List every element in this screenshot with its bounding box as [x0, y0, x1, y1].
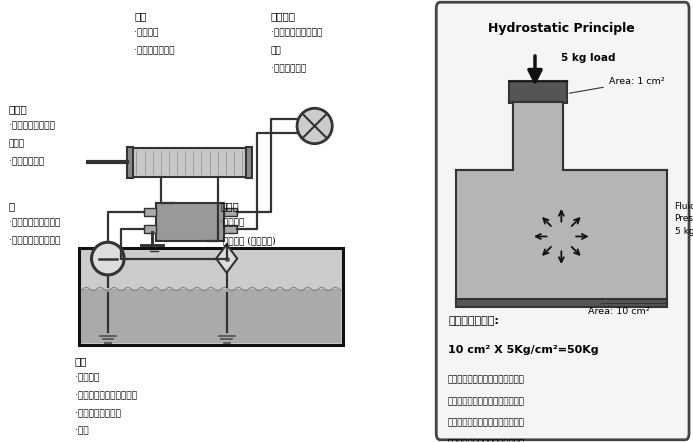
Text: ·转换液压能固线性: ·转换液压能固线性 — [9, 122, 55, 130]
Text: Area: 10 cm²: Area: 10 cm² — [588, 307, 649, 316]
Text: 10 cm² X 5Kg/cm²=50Kg: 10 cm² X 5Kg/cm²=50Kg — [448, 345, 599, 355]
Text: 帕斯卡定律：当压力被施加在一个: 帕斯卡定律：当压力被施加在一个 — [448, 376, 525, 385]
Text: ·液压能转换成旋转机: ·液压能转换成旋转机 — [271, 29, 322, 38]
FancyBboxPatch shape — [456, 299, 667, 307]
Text: 过滤器: 过滤器 — [220, 201, 239, 211]
Text: ·散热: ·散热 — [75, 427, 89, 435]
Text: ·流向控制: ·流向控制 — [134, 29, 159, 38]
Text: ·给系统是供带压流体: ·给系统是供带压流体 — [9, 236, 60, 245]
Text: 械能: 械能 — [271, 46, 281, 55]
Text: ·调控压力和流量: ·调控压力和流量 — [134, 46, 175, 55]
FancyBboxPatch shape — [225, 225, 237, 233]
Text: ·截住颗粒: ·截住颗粒 — [220, 219, 245, 228]
Text: 机械能: 机械能 — [9, 139, 25, 148]
Text: ·执行有用工作: ·执行有用工作 — [271, 64, 306, 73]
FancyBboxPatch shape — [144, 208, 156, 216]
Text: ·储存液体: ·储存液体 — [75, 373, 99, 382]
FancyBboxPatch shape — [81, 289, 341, 343]
Circle shape — [91, 242, 124, 275]
Text: ·吸收水分 (某种类型): ·吸收水分 (某种类型) — [220, 236, 276, 245]
Circle shape — [297, 108, 332, 144]
Text: Area: 1 cm²: Area: 1 cm² — [570, 77, 665, 93]
FancyBboxPatch shape — [509, 81, 567, 103]
FancyBboxPatch shape — [437, 2, 689, 440]
Text: 量瓶底部的压力:: 量瓶底部的压力: — [448, 316, 499, 326]
FancyBboxPatch shape — [156, 203, 225, 241]
Text: Hydrostatic Principle: Hydrostatic Principle — [488, 22, 635, 35]
Text: 5 kg load: 5 kg load — [561, 53, 616, 63]
Text: 泵: 泵 — [9, 201, 15, 211]
Text: ·排放并净化污染物: ·排放并净化污染物 — [75, 409, 121, 418]
FancyBboxPatch shape — [225, 208, 237, 216]
Text: ·机械能转化成液压能: ·机械能转化成液压能 — [9, 219, 60, 228]
Text: 液压缸: 液压缸 — [9, 104, 28, 114]
FancyBboxPatch shape — [245, 147, 252, 178]
FancyBboxPatch shape — [79, 248, 343, 345]
Text: ，一个等同的压力在其封闭空间内: ，一个等同的压力在其封闭空间内 — [448, 418, 525, 427]
Text: ·为沉定物和分离物作提供: ·为沉定物和分离物作提供 — [75, 391, 137, 400]
Text: 封闭的空间内液体的任何部分上时: 封闭的空间内液体的任何部分上时 — [448, 397, 525, 406]
Text: Fluid
Pressure:
5 kg/cm²: Fluid Pressure: 5 kg/cm² — [674, 202, 693, 236]
Text: 执行机构: 执行机构 — [271, 11, 296, 21]
Text: 的各个方向上被传送时并未减弱，: 的各个方向上被传送时并未减弱， — [448, 439, 525, 442]
Text: ·产生横向运动: ·产生横向运动 — [9, 157, 44, 166]
Polygon shape — [216, 244, 237, 273]
Text: 油筒: 油筒 — [75, 356, 87, 366]
Text: 阀门: 阀门 — [134, 11, 147, 21]
FancyBboxPatch shape — [144, 225, 156, 233]
FancyBboxPatch shape — [513, 102, 563, 170]
FancyBboxPatch shape — [132, 148, 247, 177]
FancyBboxPatch shape — [127, 147, 133, 178]
Polygon shape — [456, 102, 667, 303]
